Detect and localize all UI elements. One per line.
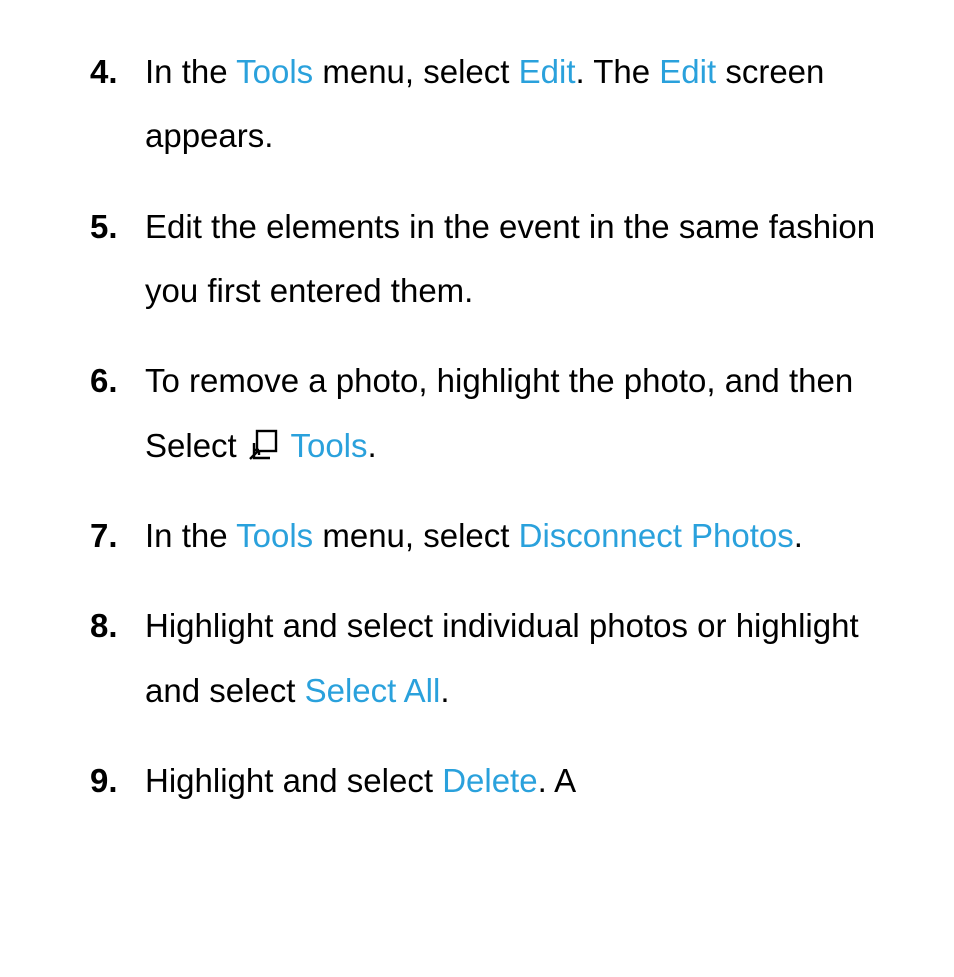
instruction-step: Edit the elements in the event in the sa… [50,195,904,324]
ui-keyword: Tools [290,427,367,464]
instruction-text: . [368,427,377,464]
instruction-text: Highlight and select [145,762,442,799]
instruction-text: . The [576,53,660,90]
instruction-step: Highlight and select Delete. A [50,749,904,813]
ui-keyword: Tools [236,53,313,90]
instruction-text: Highlight and select individual photos o… [145,607,859,708]
ui-keyword: Delete [442,762,537,799]
instruction-text: . [794,517,803,554]
ui-keyword: Tools [236,517,313,554]
instruction-text: menu, select [313,517,518,554]
ui-keyword: Edit [659,53,716,90]
instruction-text: In the [145,53,236,90]
instruction-list: In the Tools menu, select Edit. The Edit… [50,40,904,813]
instruction-text: . [440,672,449,709]
tools-icon [248,429,278,461]
ui-keyword: Edit [519,53,576,90]
instruction-step: In the Tools menu, select Disconnect Pho… [50,504,904,568]
instruction-text: . A [538,762,577,799]
instruction-text: menu, select [313,53,518,90]
ui-keyword: Select All [305,672,441,709]
instruction-step: To remove a photo, highlight the photo, … [50,349,904,478]
instruction-text: Edit the elements in the event in the sa… [145,208,875,309]
instruction-step: Highlight and select individual photos o… [50,594,904,723]
instruction-page: In the Tools menu, select Edit. The Edit… [0,0,954,859]
instruction-step: In the Tools menu, select Edit. The Edit… [50,40,904,169]
instruction-text: In the [145,517,236,554]
ui-keyword: Disconnect Photos [519,517,794,554]
